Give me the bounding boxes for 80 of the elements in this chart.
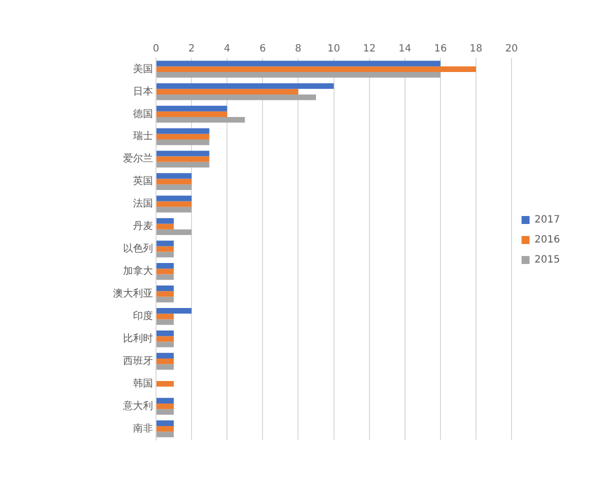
y-tick-label: 德国: [133, 108, 153, 120]
x-tick-label: 2: [188, 44, 195, 55]
bar: [156, 218, 174, 224]
bar: [156, 246, 174, 252]
y-tick-label: 以色列: [123, 242, 153, 255]
bar: [156, 296, 174, 302]
bar: [156, 314, 174, 320]
legend-label: 2017: [534, 214, 560, 226]
bar: [156, 432, 174, 438]
bar: [156, 111, 228, 117]
bar: [156, 66, 476, 72]
bar: [156, 291, 174, 297]
bar: [156, 94, 316, 100]
bar: [156, 150, 210, 156]
bar: [156, 201, 192, 207]
x-tick-label: 18: [470, 44, 482, 55]
bar: [156, 128, 210, 134]
y-tick-label: 爱尔兰: [123, 152, 153, 165]
bar: [156, 409, 174, 415]
bar: [156, 139, 210, 146]
x-tick-label: 0: [152, 44, 160, 55]
bar: [156, 88, 298, 95]
bar: [156, 330, 174, 336]
bar: [156, 72, 440, 78]
bar: [156, 286, 174, 292]
y-tick-label: 南非: [133, 422, 153, 434]
y-tick-label: 日本: [133, 85, 153, 98]
bar: [156, 263, 174, 269]
x-tick-label: 6: [259, 44, 266, 55]
bar: [156, 240, 174, 246]
y-tick-label: 瑞士: [133, 130, 153, 142]
y-tick-label: 比利时: [123, 332, 153, 344]
y-tick-label: 澳大利亚: [113, 288, 153, 300]
x-tick-label: 8: [295, 44, 302, 55]
bar: [156, 134, 210, 140]
bar: [156, 162, 210, 168]
bar: [156, 358, 174, 364]
bar: [156, 178, 192, 184]
bar: [156, 83, 334, 89]
y-tick-label: 法国: [133, 198, 153, 210]
bar: [156, 274, 174, 280]
x-tick-label: 10: [327, 44, 340, 55]
bar: [156, 206, 192, 212]
bar: [156, 364, 174, 370]
y-tick-label: 韩国: [133, 377, 153, 390]
legend-label: 2015: [534, 254, 560, 266]
bar: [156, 420, 174, 426]
bar: [156, 426, 174, 432]
y-tick-label: 英国: [133, 175, 153, 188]
bar: [156, 398, 174, 404]
y-tick-label: 丹麦: [133, 220, 153, 232]
bar: [156, 352, 174, 359]
bar: [156, 336, 174, 342]
x-tick-label: 12: [362, 44, 376, 55]
bar: [156, 106, 228, 112]
bar: [156, 308, 192, 314]
bar: [156, 381, 174, 387]
x-tick-label: 16: [434, 44, 447, 55]
bar: [156, 252, 174, 258]
bar: [156, 319, 174, 325]
bar: [156, 268, 174, 274]
y-tick-label: 美国: [133, 62, 153, 75]
bar: [156, 116, 245, 123]
y-tick-label: 意大利: [122, 400, 153, 412]
bar: [156, 224, 174, 230]
bar: [156, 60, 440, 66]
x-tick-label: 20: [505, 44, 518, 55]
x-tick-label: 14: [398, 44, 412, 55]
y-tick-label: 印度: [133, 310, 153, 322]
bar: [156, 342, 174, 348]
bar: [156, 173, 192, 179]
bar: [156, 403, 174, 410]
bar: [156, 196, 192, 202]
bar: [156, 184, 192, 190]
legend-label: 2016: [534, 234, 560, 246]
bar: [156, 156, 210, 162]
y-tick-label: 加拿大: [123, 265, 153, 278]
y-tick-label: 西班牙: [123, 354, 153, 367]
x-tick-label: 4: [224, 44, 230, 55]
bar: [156, 229, 192, 235]
